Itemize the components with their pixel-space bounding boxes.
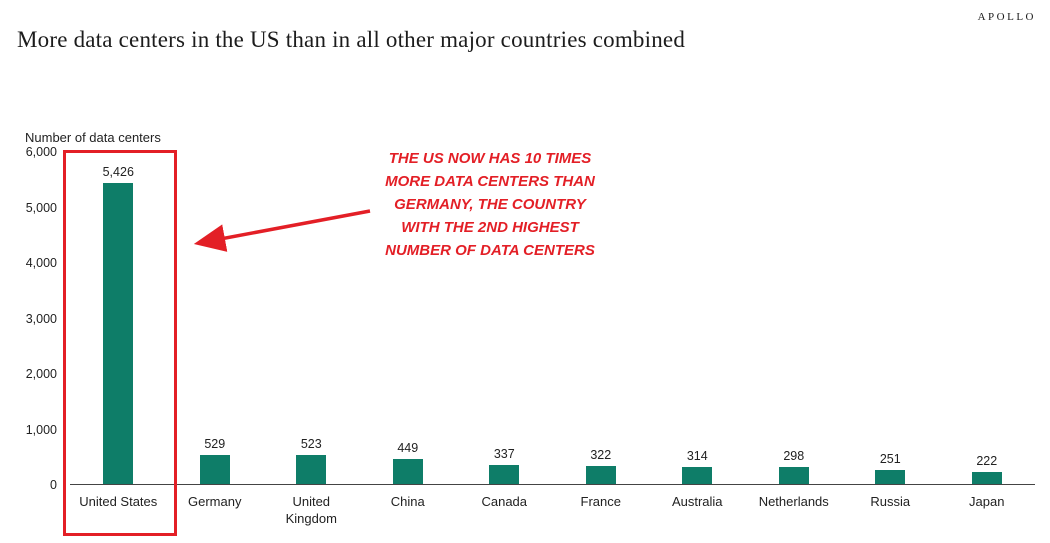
annotation-text: THE US NOW HAS 10 TIMES MORE DATA CENTERS…	[345, 147, 635, 262]
plot-area: 5,426 529 523 449 337 322 314 298 251 222	[70, 152, 1035, 485]
bar	[103, 183, 134, 484]
bar	[392, 459, 423, 484]
bar-column: 529	[167, 152, 264, 484]
y-axis-label: Number of data centers	[25, 130, 161, 145]
x-axis-category-label: Netherlands	[758, 494, 829, 509]
bar-column: 523	[263, 152, 360, 484]
highlight-box	[63, 150, 177, 536]
bar	[875, 470, 906, 484]
y-axis-tick-label: 6,000	[25, 145, 57, 159]
apollo-logo: APOLLO	[977, 11, 1036, 23]
annotation-line: THE US NOW HAS 10 TIMES	[388, 150, 592, 167]
y-axis-ticks: 6,000 5,000 4,000 3,000 2,000 1,000 0	[0, 145, 57, 492]
bar-value-label: 314	[686, 449, 708, 463]
x-axis-category-label: Australia	[671, 494, 723, 509]
bar-column: 449	[360, 152, 457, 484]
y-axis-tick-label: 3,000	[25, 312, 57, 326]
annotation-line: GERMANY, THE COUNTRY	[394, 196, 586, 213]
annotation-line: MORE DATA CENTERS THAN	[385, 173, 595, 190]
bar	[778, 467, 809, 484]
bar-column: 337	[456, 152, 553, 484]
bar-value-label: 251	[879, 452, 901, 466]
bar	[489, 465, 520, 484]
bar	[682, 467, 713, 484]
bar-column: 314	[649, 152, 746, 484]
annotation-line: NUMBER OF DATA CENTERS	[385, 242, 595, 259]
y-axis-tick-label: 1,000	[25, 423, 57, 437]
bar-value-label: 5,426	[102, 165, 134, 179]
bar	[971, 472, 1002, 484]
chart-title: More data centers in the US than in all …	[17, 27, 686, 52]
bar	[199, 455, 230, 484]
bar	[585, 466, 616, 484]
y-axis-tick-label: 0	[50, 478, 57, 492]
x-axis-category-label: United Kingdom	[285, 494, 337, 526]
bar-value-label: 222	[976, 454, 998, 468]
bar-value-label: 337	[493, 447, 515, 461]
x-axis-category-label: Germany	[188, 494, 242, 509]
x-axis-category-label: Canada	[481, 494, 528, 509]
bar-column: 5,426	[70, 152, 167, 484]
x-axis-labels: United States Germany United Kingdom China C…	[70, 493, 1035, 527]
bar-column: 222	[939, 152, 1036, 484]
x-axis-category-label: United States	[79, 494, 158, 509]
x-axis-category-label: Russia	[870, 494, 911, 509]
bar	[296, 455, 327, 484]
x-axis-category-label: France	[580, 494, 621, 509]
bar-column: 322	[553, 152, 650, 484]
y-axis-tick-label: 2,000	[25, 367, 57, 381]
bar-value-label: 529	[204, 437, 226, 451]
bar-value-label: 322	[590, 448, 612, 462]
y-axis-tick-label: 5,000	[25, 201, 57, 215]
annotation-line: WITH THE 2ND HIGHEST	[401, 219, 579, 236]
y-axis-tick-label: 4,000	[25, 256, 57, 270]
x-axis-category-label: Japan	[969, 494, 1005, 509]
bar-value-label: 523	[300, 437, 322, 451]
bar-value-label: 298	[783, 449, 805, 463]
x-axis-category-label: China	[390, 494, 425, 509]
bar-value-label: 449	[397, 441, 419, 455]
bar-column: 298	[746, 152, 843, 484]
bar-column: 251	[842, 152, 939, 484]
